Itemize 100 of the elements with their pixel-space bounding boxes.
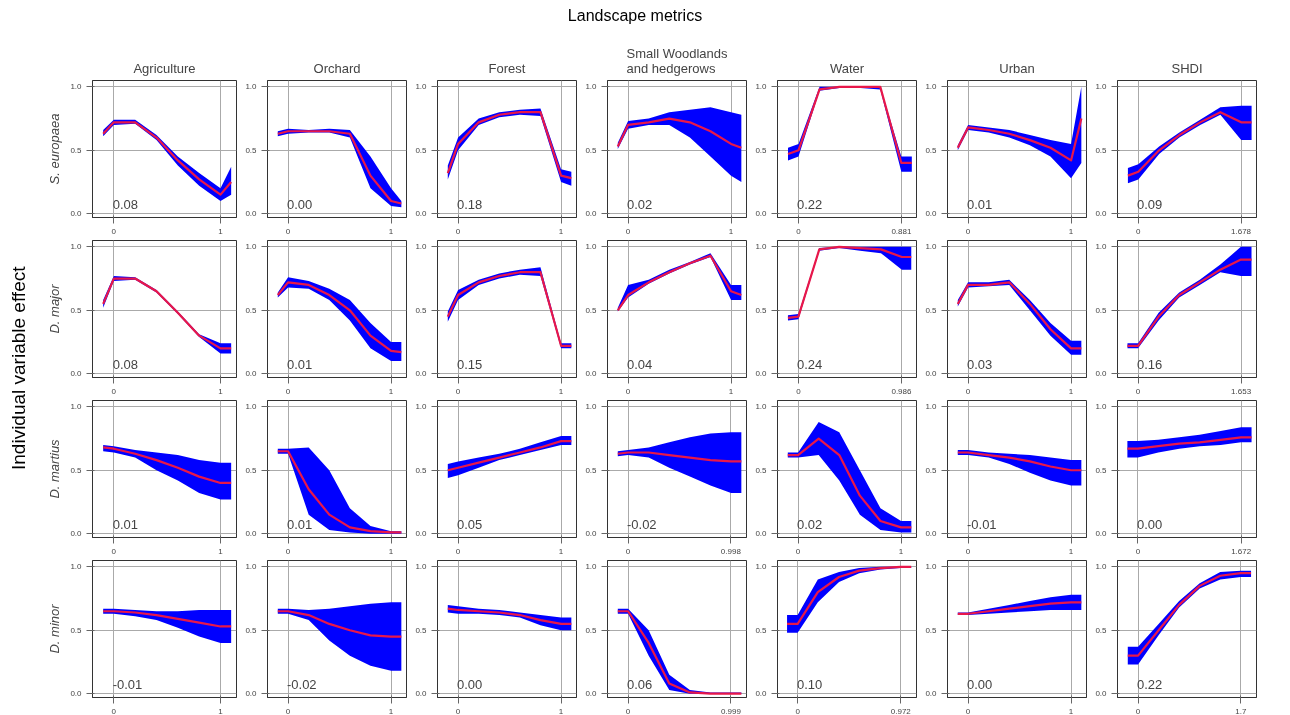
x-tick-label: 0.999 <box>720 706 742 715</box>
x-tick-label: 1 <box>388 226 394 236</box>
x-tick-label: 0 <box>285 706 291 715</box>
y-tick-label: 0.0 <box>755 689 768 699</box>
y-tick-label: 0.0 <box>1095 369 1108 379</box>
y-tick-label: 1.0 <box>70 562 83 572</box>
y-tick-label: 1.0 <box>1095 402 1108 412</box>
y-tick-label: 0.5 <box>415 305 428 315</box>
y-axis-title: D. martius <box>47 438 63 499</box>
y-tick-label: 0.5 <box>1095 145 1108 155</box>
y-tick-label: 0.5 <box>245 465 258 475</box>
y-tick-label: 0.5 <box>415 625 428 635</box>
x-tick-label: 1.653 <box>1231 386 1252 396</box>
y-tick-label: 0.5 <box>245 145 258 155</box>
x-tick-label: 0.881 <box>891 226 912 236</box>
x-tick-label: 0 <box>1135 386 1141 396</box>
x-tick-label: 1 <box>1068 226 1074 236</box>
x-tick-label: 1 <box>1068 546 1074 556</box>
y-tick-label: 1.0 <box>415 242 428 252</box>
x-tick-label: 0 <box>455 386 461 396</box>
y-tick-label: 1.0 <box>925 82 938 92</box>
x-tick-label: 0 <box>455 226 461 236</box>
text: Individual variable effect <box>7 266 30 470</box>
y-tick-label: 1.0 <box>245 402 258 412</box>
x-tick-label: 0 <box>285 386 291 396</box>
y-tick-label: 0.5 <box>585 625 598 635</box>
x-tick-label: 1.678 <box>1231 226 1252 236</box>
y-tick-label: 0.0 <box>585 689 598 699</box>
y-tick-label: 1.0 <box>925 562 938 572</box>
x-tick-label: 0 <box>625 706 631 715</box>
y-tick-label: 0.0 <box>755 529 768 539</box>
x-tick-label: 1 <box>558 546 564 556</box>
y-tick-label: 0.5 <box>70 145 83 155</box>
y-tick-label: 0.0 <box>925 209 938 219</box>
annotation: 0.08 <box>112 357 138 373</box>
x-tick-label: 1 <box>218 546 224 556</box>
x-tick-label: 0.998 <box>720 546 742 556</box>
y-axis-title: D. minor <box>47 603 63 654</box>
y-tick-label: 0.0 <box>415 529 428 539</box>
annotation: 0.24 <box>796 357 823 373</box>
y-tick-label: 0.5 <box>925 465 938 475</box>
annotation: 0.00 <box>1136 517 1163 533</box>
y-tick-label: 0.0 <box>1095 209 1108 219</box>
y-tick-label: 1.0 <box>755 242 768 252</box>
y-tick-label: 0.0 <box>70 689 83 699</box>
y-tick-label: 0.0 <box>70 209 83 219</box>
y-tick-label: 0.0 <box>245 209 258 219</box>
y-tick-label: 1.0 <box>1095 82 1108 92</box>
y-tick-label: 0.0 <box>585 209 598 219</box>
y-tick-label: 0.0 <box>755 209 768 219</box>
x-tick-label: 1.7 <box>1235 706 1247 715</box>
x-tick-label: 1 <box>898 546 904 556</box>
y-tick-label: 0.5 <box>70 625 83 635</box>
y-tick-label: 1.0 <box>415 402 428 412</box>
y-tick-label: 0.5 <box>1095 465 1108 475</box>
y-tick-label: 0.5 <box>585 145 598 155</box>
x-tick-label: 0.972 <box>890 706 912 715</box>
chart-title: Urban <box>999 60 1035 76</box>
y-tick-label: 0.0 <box>755 369 768 379</box>
y-tick-label: 1.0 <box>585 82 598 92</box>
y-tick-label: 0.5 <box>925 145 938 155</box>
y-tick-label: 0.0 <box>70 529 83 539</box>
y-tick-label: 1.0 <box>755 562 768 572</box>
y-tick-label: 0.0 <box>585 369 598 379</box>
annotation: 0.00 <box>456 677 483 693</box>
y-tick-label: 0.0 <box>415 369 428 379</box>
annotation: 0.15 <box>456 357 483 373</box>
chart-title: Small Woodlands and hedgerows <box>626 45 728 76</box>
annotation: 0.04 <box>626 357 653 373</box>
x-tick-label: 0 <box>965 386 971 396</box>
y-tick-label: 0.5 <box>415 465 428 475</box>
y-axis-title: S. europaea <box>47 113 63 185</box>
y-tick-label: 0.5 <box>925 305 938 315</box>
x-tick-label: 0 <box>111 386 117 396</box>
x-tick-label: 1 <box>728 386 734 396</box>
y-tick-label: 0.5 <box>245 625 258 635</box>
x-tick-label: 1 <box>218 386 224 396</box>
x-tick-label: 0 <box>455 706 461 715</box>
annotation: -0.02 <box>286 677 317 693</box>
y-tick-label: 0.5 <box>755 305 768 315</box>
y-tick-label: 1.0 <box>415 82 428 92</box>
annotation: 0.02 <box>796 517 823 533</box>
annotation: 0.09 <box>1136 197 1163 213</box>
x-tick-label: 0 <box>796 226 802 236</box>
y-tick-label: 0.5 <box>755 145 768 155</box>
annotation: 0.22 <box>1136 677 1163 693</box>
y-tick-label: 0.0 <box>70 369 83 379</box>
y-tick-label: 0.0 <box>415 209 428 219</box>
x-tick-label: 0 <box>1135 706 1141 715</box>
annotation: 0.01 <box>286 517 313 533</box>
y-tick-label: 0.5 <box>245 305 258 315</box>
x-tick-label: 0 <box>625 546 631 556</box>
x-tick-label: 1 <box>218 706 224 715</box>
y-tick-label: 1.0 <box>925 242 938 252</box>
x-tick-label: 1 <box>1068 386 1074 396</box>
x-tick-label: 1 <box>558 226 564 236</box>
annotation: -0.01 <box>966 517 997 533</box>
x-tick-label: 0 <box>795 706 801 715</box>
x-tick-label: 0 <box>965 706 971 715</box>
annotation: 0.01 <box>112 517 138 533</box>
